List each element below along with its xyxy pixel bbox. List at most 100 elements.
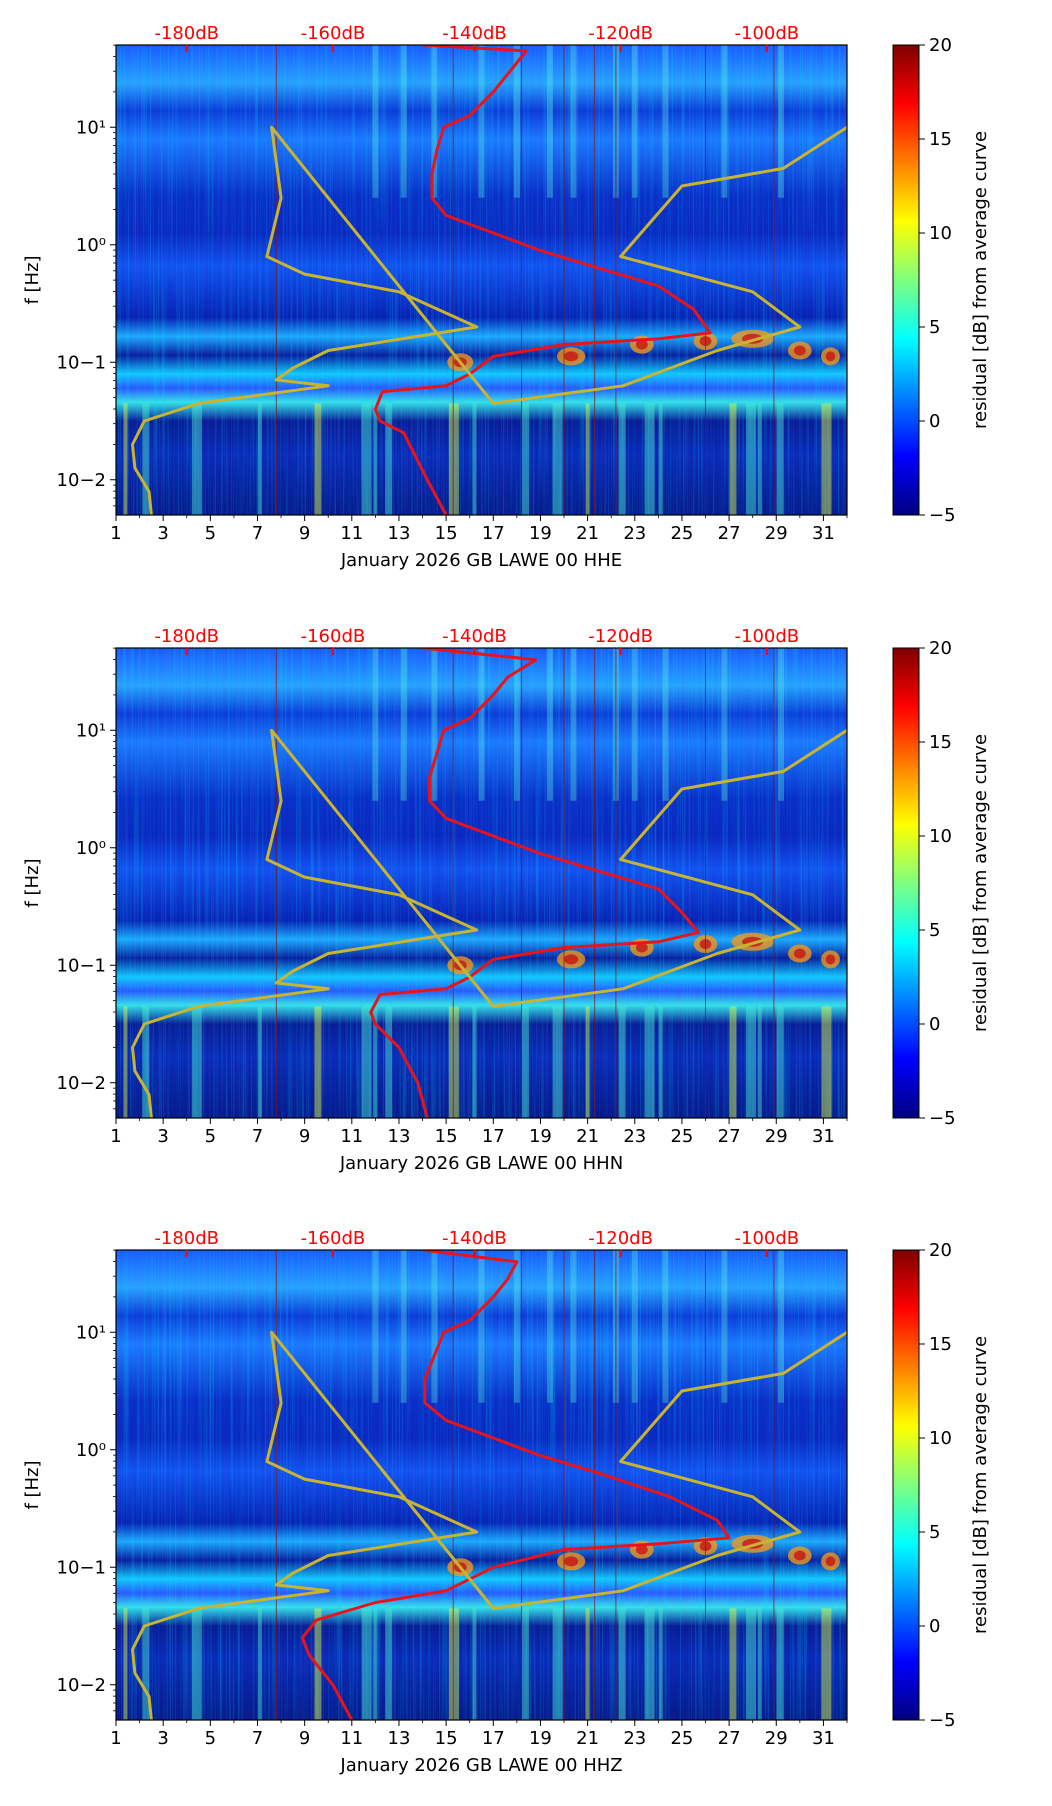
x-tick-label: 23 xyxy=(623,1126,646,1147)
x-tick-label: 19 xyxy=(529,523,552,544)
x-tick-label: 9 xyxy=(299,1126,310,1147)
y-tick-label: 10−2 xyxy=(57,470,106,491)
x-tick-label: 23 xyxy=(623,523,646,544)
y-tick-label: 10−1 xyxy=(57,352,106,373)
x-tick-label: 1 xyxy=(110,523,121,544)
x-tick-label: 7 xyxy=(252,1728,263,1749)
noise-model-curve xyxy=(131,728,847,1118)
colorbar-tick-label: −5 xyxy=(929,1108,956,1129)
x-axis-label: January 2026 GB LAWE 00 HHE xyxy=(340,550,622,571)
x-tick-label: 11 xyxy=(340,523,363,544)
top-db-label: -120dB xyxy=(588,23,653,44)
top-db-label: -100dB xyxy=(735,1228,800,1249)
colorbar-tick-label: −5 xyxy=(929,505,956,526)
average-psd-curve xyxy=(300,1250,731,1720)
x-tick-label: 13 xyxy=(388,523,411,544)
top-db-label: -140dB xyxy=(442,23,507,44)
y-tick-label: 10¹ xyxy=(76,720,106,741)
top-db-label: -140dB xyxy=(442,1228,507,1249)
x-tick-label: 27 xyxy=(718,1728,741,1749)
colorbar-tick-label: 20 xyxy=(929,638,952,659)
x-tick-label: 13 xyxy=(388,1126,411,1147)
x-tick-label: 3 xyxy=(157,523,168,544)
x-tick-label: 15 xyxy=(435,523,458,544)
colorbar-tick-label: 5 xyxy=(929,1522,940,1543)
x-tick-label: 3 xyxy=(157,1728,168,1749)
colorbar-label: residual [dB] from average curve xyxy=(970,734,991,1032)
x-tick-label: 23 xyxy=(623,1728,646,1749)
colorbar-tick-label: 20 xyxy=(929,35,952,56)
x-tick-label: 21 xyxy=(576,1728,599,1749)
x-tick-label: 19 xyxy=(529,1126,552,1147)
y-axis-label: f [Hz] xyxy=(22,1460,43,1509)
y-tick-label: 10⁰ xyxy=(76,235,106,256)
y-tick-label: 10⁰ xyxy=(76,838,106,859)
top-db-label: -180dB xyxy=(154,23,219,44)
colorbar-tick-label: 5 xyxy=(929,317,940,338)
x-tick-label: 31 xyxy=(812,1126,835,1147)
x-tick-label: 29 xyxy=(765,1126,788,1147)
top-db-label: -100dB xyxy=(735,23,800,44)
x-axis-label: January 2026 GB LAWE 00 HHZ xyxy=(339,1755,622,1776)
x-tick-label: 11 xyxy=(340,1126,363,1147)
colorbar xyxy=(892,647,920,1119)
x-tick-label: 15 xyxy=(435,1728,458,1749)
x-tick-label: 25 xyxy=(670,1126,693,1147)
colorbar-tick-label: 5 xyxy=(929,920,940,941)
x-tick-label: 17 xyxy=(482,1126,505,1147)
top-db-label: -100dB xyxy=(735,626,800,647)
x-tick-label: 9 xyxy=(299,1728,310,1749)
x-tick-label: 11 xyxy=(340,1728,363,1749)
y-tick-label: 10−2 xyxy=(57,1073,106,1094)
chart-panel-3: 1 3 5 7 9 11 13 15 17 19 21 23 25 27 29 3110−210−110⁰10… xyxy=(22,1228,991,1776)
x-tick-label: 27 xyxy=(718,523,741,544)
colorbar-tick-label: −5 xyxy=(929,1710,956,1731)
colorbar xyxy=(892,44,920,516)
spectrogram-image xyxy=(116,648,847,1118)
colorbar-tick-label: 0 xyxy=(929,1616,940,1637)
colorbar-label: residual [dB] from average curve xyxy=(970,131,991,429)
chart-panel-2: 1 3 5 7 9 11 13 15 17 19 21 23 25 27 29 3110−210−110⁰10… xyxy=(22,626,991,1174)
x-tick-label: 5 xyxy=(205,1126,216,1147)
colorbar-label: residual [dB] from average curve xyxy=(970,1336,991,1634)
x-tick-label: 21 xyxy=(576,1126,599,1147)
y-tick-label: 10⁰ xyxy=(76,1440,106,1461)
x-tick-label: 19 xyxy=(529,1728,552,1749)
x-tick-label: 5 xyxy=(205,1728,216,1749)
spectrogram-image xyxy=(116,45,847,515)
x-tick-label: 7 xyxy=(252,523,263,544)
x-tick-label: 25 xyxy=(670,523,693,544)
noise-model-curve xyxy=(131,125,847,515)
x-axis-label: January 2026 GB LAWE 00 HHN xyxy=(339,1153,623,1174)
x-tick-label: 31 xyxy=(812,1728,835,1749)
x-tick-label: 31 xyxy=(812,523,835,544)
colorbar-tick-label: 15 xyxy=(929,732,952,753)
spectrogram-image xyxy=(116,1250,847,1720)
average-psd-curve xyxy=(373,45,712,515)
x-tick-label: 1 xyxy=(110,1728,121,1749)
x-tick-label: 17 xyxy=(482,1728,505,1749)
top-db-label: -120dB xyxy=(588,626,653,647)
x-tick-label: 13 xyxy=(388,1728,411,1749)
y-tick-label: 10−1 xyxy=(57,1557,106,1578)
y-axis-label: f [Hz] xyxy=(22,858,43,907)
noise-model-curve xyxy=(131,1330,847,1720)
x-tick-label: 27 xyxy=(718,1126,741,1147)
x-tick-label: 25 xyxy=(670,1728,693,1749)
x-tick-label: 3 xyxy=(157,1126,168,1147)
x-tick-label: 7 xyxy=(252,1126,263,1147)
top-db-label: -140dB xyxy=(442,626,507,647)
colorbar-tick-label: 10 xyxy=(929,826,952,847)
colorbar-tick-label: 15 xyxy=(929,129,952,150)
average-psd-curve xyxy=(369,648,700,1118)
x-tick-label: 1 xyxy=(110,1126,121,1147)
colorbar-tick-label: 15 xyxy=(929,1334,952,1355)
y-tick-label: 10−2 xyxy=(57,1675,106,1696)
top-db-label: -120dB xyxy=(588,1228,653,1249)
x-tick-label: 29 xyxy=(765,1728,788,1749)
y-tick-label: 10¹ xyxy=(76,1322,106,1343)
colorbar-tick-label: 10 xyxy=(929,1428,952,1449)
top-db-label: -160dB xyxy=(301,626,366,647)
x-tick-label: 17 xyxy=(482,523,505,544)
